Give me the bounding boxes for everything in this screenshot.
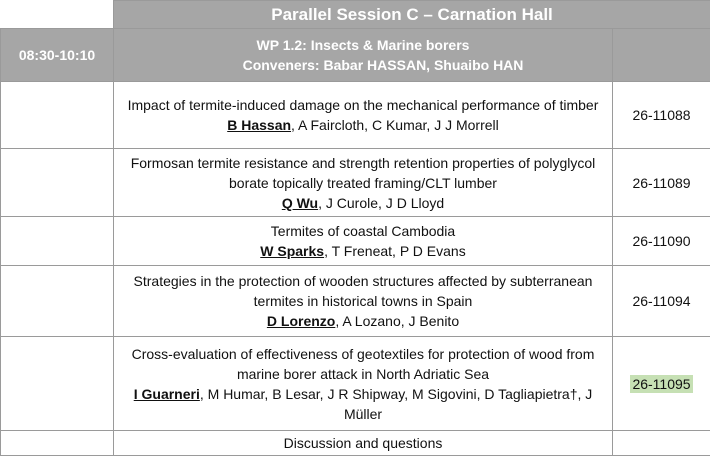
session-conveners: Conveners: Babar HASSAN, Shuaibo HAN xyxy=(242,57,524,73)
paper-cell: Impact of termite-induced damage on the … xyxy=(113,81,613,149)
paper-authors: B Hassan, A Faircloth, C Kumar, J J Morr… xyxy=(120,115,606,135)
paper-title: Impact of termite-induced damage on the … xyxy=(127,97,599,113)
coauthors: , J Curole, J D Lloyd xyxy=(318,194,445,211)
code-cell: 26-11089 xyxy=(611,148,710,217)
code-cell: 26-11095 xyxy=(611,336,710,431)
paper-cell: Cross-evaluation of effectiveness of geo… xyxy=(113,336,613,431)
blank-cell xyxy=(611,28,710,82)
paper-title: Cross-evaluation of effectiveness of geo… xyxy=(131,345,595,382)
paper-authors: W Sparks, T Freneat, P D Evans xyxy=(120,241,606,261)
papers: Impact of termite-induced damage on the … xyxy=(0,81,710,431)
paper-row: Strategies in the protection of wooden s… xyxy=(0,265,710,337)
paper-authors: I Guarneri, M Humar, B Lesar, J R Shipwa… xyxy=(120,384,606,424)
presenter: I Guarneri xyxy=(133,385,200,402)
coauthors: , M Humar, B Lesar, J R Shipway, M Sigov… xyxy=(199,385,593,422)
coauthors: , A Lozano, J Benito xyxy=(335,313,460,329)
blank-cell xyxy=(0,0,114,29)
presenter: W Sparks xyxy=(260,243,325,259)
paper-row: Termites of coastal Cambodia W Sparks, T … xyxy=(0,216,710,266)
paper-row: Formosan termite resistance and strength… xyxy=(0,148,710,217)
code-cell: 26-11090 xyxy=(611,216,710,266)
session-info: WP 1.2: Insects & Marine borers Convener… xyxy=(113,28,613,82)
paper-authors: Q Wu, J Curole, J D Lloyd xyxy=(120,193,606,213)
session-row: 08:30-10:10 WP 1.2: Insects & Marine bor… xyxy=(0,28,710,82)
session-name: WP 1.2: Insects & Marine borers xyxy=(256,37,470,53)
blank-cell xyxy=(0,148,114,217)
blank-cell xyxy=(0,265,114,337)
paper-code: 26-11088 xyxy=(632,107,691,123)
paper-code: 26-11089 xyxy=(632,174,691,191)
blank-cell xyxy=(0,336,114,431)
session-time: 08:30-10:10 xyxy=(0,28,114,82)
paper-authors: D Lorenzo, A Lozano, J Benito xyxy=(120,311,606,331)
closing: Discussion and questions xyxy=(113,430,613,456)
presenter: B Hassan xyxy=(227,117,292,133)
code-cell: 26-11088 xyxy=(611,81,710,149)
paper-code: 26-11095 xyxy=(630,374,693,393)
coauthors: , T Freneat, P D Evans xyxy=(324,243,466,259)
paper-cell: Strategies in the protection of wooden s… xyxy=(113,265,613,337)
paper-title: Formosan termite resistance and strength… xyxy=(130,154,596,191)
blank-cell xyxy=(0,430,114,456)
presenter: Q Wu xyxy=(281,194,319,211)
session-title: Parallel Session C – Carnation Hall xyxy=(112,0,710,29)
coauthors: , A Faircloth, C Kumar, J J Morrell xyxy=(291,117,499,133)
code-cell: 26-11094 xyxy=(611,265,710,337)
paper-cell: Formosan termite resistance and strength… xyxy=(113,148,613,217)
paper-cell: Termites of coastal Cambodia W Sparks, T … xyxy=(113,216,613,266)
paper-row: Cross-evaluation of effectiveness of geo… xyxy=(0,336,710,431)
blank-cell xyxy=(0,81,114,149)
paper-code: 26-11094 xyxy=(632,293,691,309)
paper-title: Strategies in the protection of wooden s… xyxy=(133,273,593,309)
closing-row: Discussion and questions xyxy=(0,430,710,456)
blank-cell xyxy=(611,430,710,456)
header-row: Parallel Session C – Carnation Hall xyxy=(0,0,710,29)
blank-cell xyxy=(0,216,114,266)
paper-row: Impact of termite-induced damage on the … xyxy=(0,81,710,149)
presenter: D Lorenzo xyxy=(266,313,336,329)
paper-code: 26-11090 xyxy=(632,233,691,249)
paper-title: Termites of coastal Cambodia xyxy=(270,223,456,239)
